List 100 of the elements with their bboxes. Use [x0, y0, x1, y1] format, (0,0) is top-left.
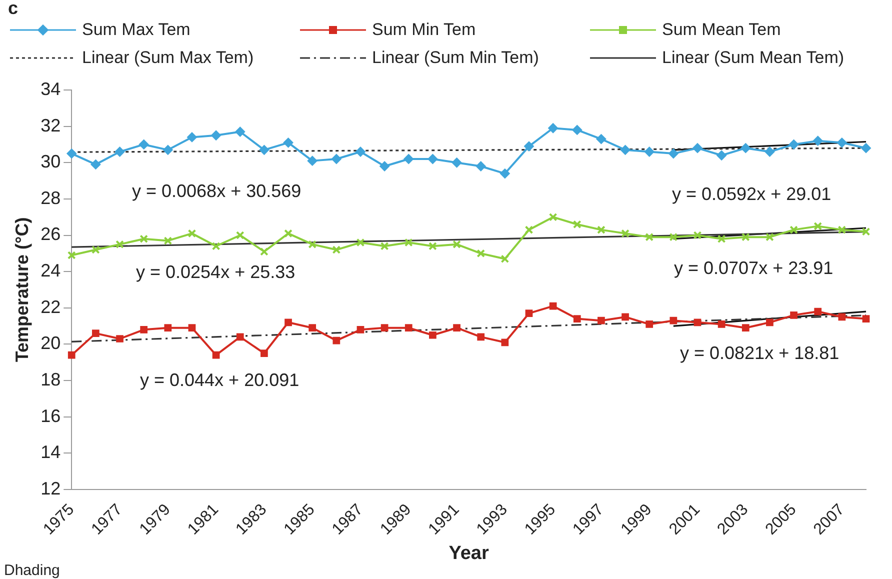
point: [211, 130, 222, 140]
point: [670, 316, 678, 324]
point: [862, 315, 870, 322]
point: [621, 229, 630, 238]
point: [477, 333, 485, 341]
point: [572, 220, 582, 229]
point: [236, 231, 244, 240]
y-tick-label: 22: [40, 296, 61, 317]
y-tick-label: 28: [40, 188, 61, 208]
point: [235, 126, 246, 137]
point: [645, 232, 654, 242]
y-tick-label: 24: [40, 260, 61, 281]
point: [186, 132, 197, 142]
point: [476, 161, 486, 172]
y-axis-title: Temperature (°C): [12, 217, 32, 362]
point: [332, 246, 341, 254]
x-axis-title: Year: [448, 542, 490, 564]
annotation: y = 0.044x + 20.091: [140, 370, 300, 391]
point: [429, 331, 436, 339]
point: [116, 335, 124, 342]
annotation: y = 0.0592x + 29.01: [672, 184, 832, 205]
legend-label: Linear (Sum Min Tem): [372, 48, 539, 68]
point: [114, 146, 125, 157]
y-tick-label: 16: [40, 406, 61, 426]
y-tick-label: 26: [40, 224, 61, 244]
point: [380, 242, 389, 250]
point: [814, 222, 822, 230]
point: [524, 141, 534, 152]
point: [404, 154, 414, 164]
point: [597, 226, 606, 234]
point: [836, 138, 847, 148]
y-tick-label: 12: [40, 478, 61, 498]
point: [838, 226, 846, 234]
point: [259, 144, 270, 155]
point: [501, 338, 509, 346]
point: [500, 168, 510, 179]
point: [355, 146, 366, 157]
point: [525, 310, 533, 318]
point: [283, 138, 294, 148]
point: [596, 134, 606, 144]
point: [188, 324, 196, 332]
legend-label: Sum Max Tem: [82, 20, 190, 40]
legend-label: Linear (Sum Max Tem): [82, 48, 254, 68]
point: [717, 234, 726, 244]
point: [622, 313, 629, 321]
y-tick-label: 32: [40, 115, 61, 136]
point: [644, 146, 654, 157]
point: [500, 254, 510, 264]
point: [790, 311, 798, 319]
point: [284, 229, 292, 238]
point: [548, 212, 558, 222]
point: [790, 226, 798, 234]
y-tick-label: 18: [40, 369, 61, 390]
point: [308, 240, 317, 249]
point: [838, 313, 846, 321]
point: [862, 227, 870, 236]
point: [453, 324, 460, 332]
point: [68, 351, 76, 359]
point: [766, 318, 774, 326]
point: [212, 242, 220, 250]
point: [694, 318, 702, 326]
point: [92, 330, 100, 337]
legend-label: Sum Mean Tem: [662, 20, 781, 40]
point: [573, 315, 581, 322]
annotation: y = 0.0254x + 25.33: [136, 262, 296, 283]
point: [572, 124, 582, 135]
point: [356, 326, 364, 334]
point: [164, 324, 172, 332]
point: [812, 136, 823, 146]
point: [646, 320, 654, 328]
point: [428, 242, 437, 250]
point: [669, 232, 678, 242]
annotation: y = 0.0707x + 23.91: [674, 258, 834, 279]
point: [236, 333, 244, 341]
point: [140, 234, 148, 244]
point: [284, 318, 292, 326]
point: [476, 249, 486, 258]
point: [428, 154, 438, 164]
point: [66, 148, 77, 159]
y-tick-label: 34: [40, 78, 61, 99]
point: [188, 229, 196, 238]
point: [548, 123, 558, 134]
point: [598, 316, 605, 324]
point: [380, 161, 390, 172]
point: [140, 326, 148, 334]
point: [332, 336, 340, 344]
legend-label: Linear (Sum Mean Tem): [662, 48, 844, 68]
point: [260, 247, 268, 256]
point: [116, 240, 124, 249]
point: [67, 251, 76, 260]
text: Dhading: [4, 562, 60, 579]
point: [452, 240, 461, 249]
point: [260, 350, 268, 357]
legend-label: Sum Min Tem: [372, 20, 476, 40]
text: c: [8, 0, 18, 19]
point: [331, 154, 342, 164]
point: [740, 143, 751, 154]
point: [741, 232, 750, 242]
point: [356, 238, 365, 247]
y-tick-label: 30: [40, 152, 61, 172]
